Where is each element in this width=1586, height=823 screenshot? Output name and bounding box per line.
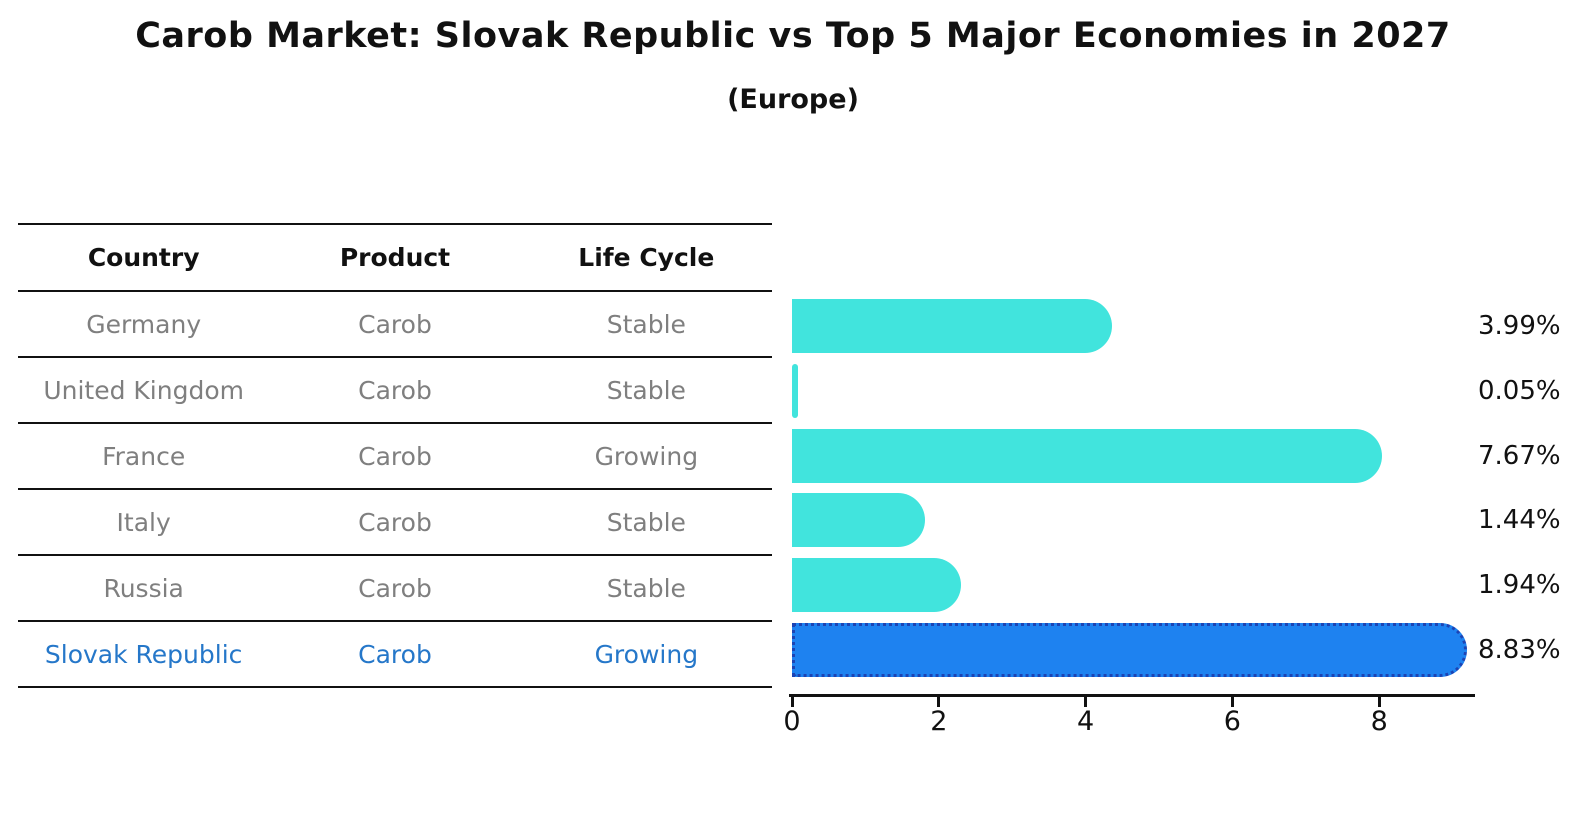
table-cell-product: Carob — [358, 441, 432, 471]
table-header-product: Product — [339, 243, 451, 272]
bar-united-kingdom — [792, 363, 798, 418]
x-tick-label-2: 2 — [930, 706, 948, 737]
table-cell-country: United Kingdom — [43, 375, 244, 405]
x-tick-8 — [1377, 696, 1381, 707]
table-header-country: Country — [87, 243, 200, 272]
table-cell-country: Italy — [116, 507, 171, 537]
table-cell-life-cycle: Stable — [606, 309, 686, 339]
x-tick-label-8: 8 — [1370, 706, 1388, 737]
x-tick-0 — [790, 696, 794, 707]
table-cell-product: Carob — [358, 507, 432, 537]
value-label-germany: 3.99% — [1478, 311, 1561, 341]
value-label-russia: 1.94% — [1478, 570, 1561, 601]
x-tick-2 — [937, 696, 941, 707]
table-cell-country: France — [102, 441, 186, 471]
x-tick-label-4: 4 — [1077, 706, 1095, 737]
table-cell-product: Carob — [358, 309, 432, 339]
table-body: Germany Carob Stable United Kingdom Carob Sta… — [18, 292, 772, 688]
bar-russia — [792, 558, 962, 613]
table-cell-country: Germany — [86, 309, 202, 339]
table-cell-country: Slovak Republic — [44, 639, 243, 669]
table-cell-life-cycle: Stable — [606, 375, 686, 405]
table-row-russia: Russia Carob Stable — [18, 556, 772, 622]
value-label-united-kingdom: 0.05% — [1478, 375, 1561, 406]
table-row-slovak-republic: Slovak Republic Carob Growing — [18, 622, 772, 688]
table-header-life-cycle: Life Cycle — [578, 243, 715, 272]
table-cell-life-cycle: Growing — [594, 639, 699, 669]
chart-title: Carob Market: Slovak Republic vs Top 5 M… — [135, 16, 1451, 56]
table-row-italy: Italy Carob Stable — [18, 490, 772, 556]
table-row-france: France Carob Growing — [18, 424, 772, 490]
table-cell-country: Russia — [103, 573, 184, 603]
x-tick-label-6: 6 — [1223, 706, 1241, 737]
value-label-slovak-republic: 8.83% — [1478, 635, 1561, 665]
bar-slovak-republic — [792, 623, 1468, 677]
table-cell-life-cycle: Growing — [594, 441, 699, 471]
table-cell-product: Carob — [358, 375, 432, 405]
value-label-italy: 1.44% — [1478, 505, 1561, 536]
table-cell-product: Carob — [358, 639, 432, 669]
bar-italy — [792, 493, 925, 548]
bar-france — [792, 428, 1382, 483]
table-header-row: Country Product Life Cycle — [18, 225, 772, 292]
x-tick-6 — [1230, 696, 1234, 707]
table-row-germany: Germany Carob Stable — [18, 292, 772, 358]
table-cell-life-cycle: Stable — [606, 573, 686, 603]
x-tick-4 — [1084, 696, 1088, 707]
x-axis-line — [789, 694, 1475, 697]
table-row-united-kingdom: United Kingdom Carob Stable — [18, 358, 772, 424]
table-cell-life-cycle: Stable — [606, 507, 686, 537]
x-tick-label-0: 0 — [783, 706, 801, 737]
bar-germany — [792, 299, 1112, 353]
chart-subtitle: (Europe) — [727, 84, 859, 115]
country-table: Country Product Life Cycle Germany Carob S… — [18, 223, 772, 688]
table-cell-product: Carob — [358, 573, 432, 603]
value-label-france: 7.67% — [1478, 440, 1561, 471]
